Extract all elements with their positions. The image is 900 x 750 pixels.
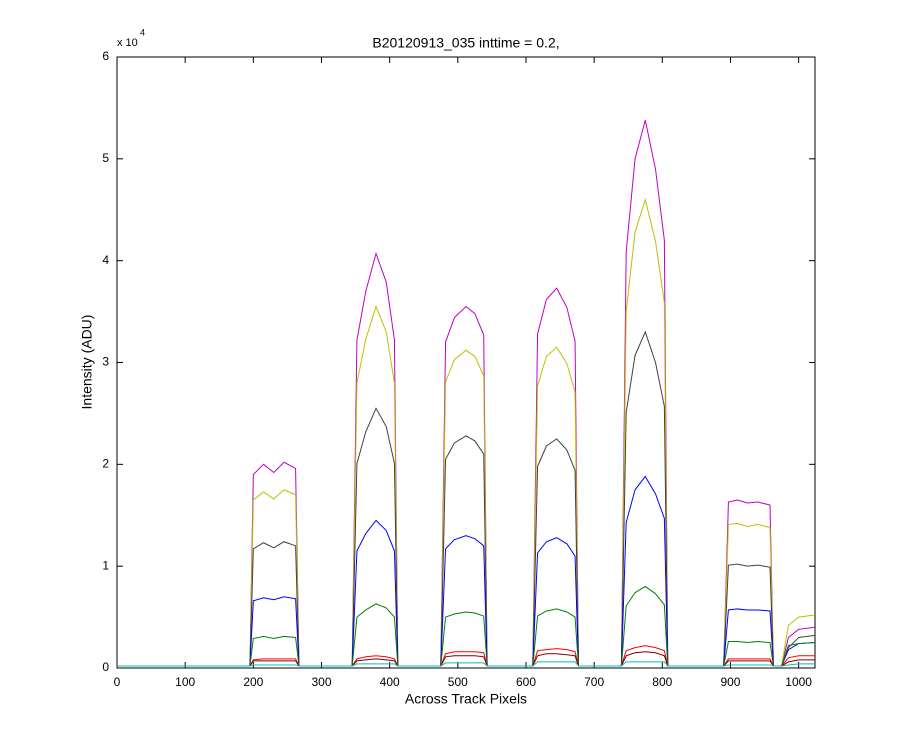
x-tick-label: 700 — [584, 675, 604, 689]
y-tick-label: 3 — [102, 355, 109, 369]
y-tick-label: 1 — [102, 558, 109, 572]
chart-title: B20120913_035 inttime = 0.2, — [372, 35, 559, 51]
series-line — [117, 661, 815, 667]
x-tick-label: 1000 — [785, 675, 812, 689]
x-tick-label: 0 — [114, 675, 121, 689]
plot-box — [116, 56, 816, 669]
y-axis-label: Intensity (ADU) — [79, 315, 95, 410]
x-tick-label: 400 — [380, 675, 400, 689]
x-tick-label: 200 — [243, 675, 263, 689]
x-tick-label: 600 — [516, 675, 536, 689]
x-axis-label: Across Track Pixels — [405, 691, 527, 707]
x-tick-label: 800 — [652, 675, 672, 689]
x-tick-label: 900 — [720, 675, 740, 689]
y-multiplier-exponent: 4 — [140, 27, 145, 37]
y-tick-label: 6 — [102, 49, 109, 63]
x-tick-label: 100 — [175, 675, 195, 689]
x-tick-label: 500 — [448, 675, 468, 689]
y-tick-label: 2 — [102, 457, 109, 471]
y-tick-label: 0 — [102, 660, 109, 674]
y-multiplier: x 10 — [117, 37, 138, 49]
x-tick-label: 300 — [311, 675, 331, 689]
y-tick-label: 4 — [102, 253, 109, 267]
y-tick-label: 5 — [102, 151, 109, 165]
